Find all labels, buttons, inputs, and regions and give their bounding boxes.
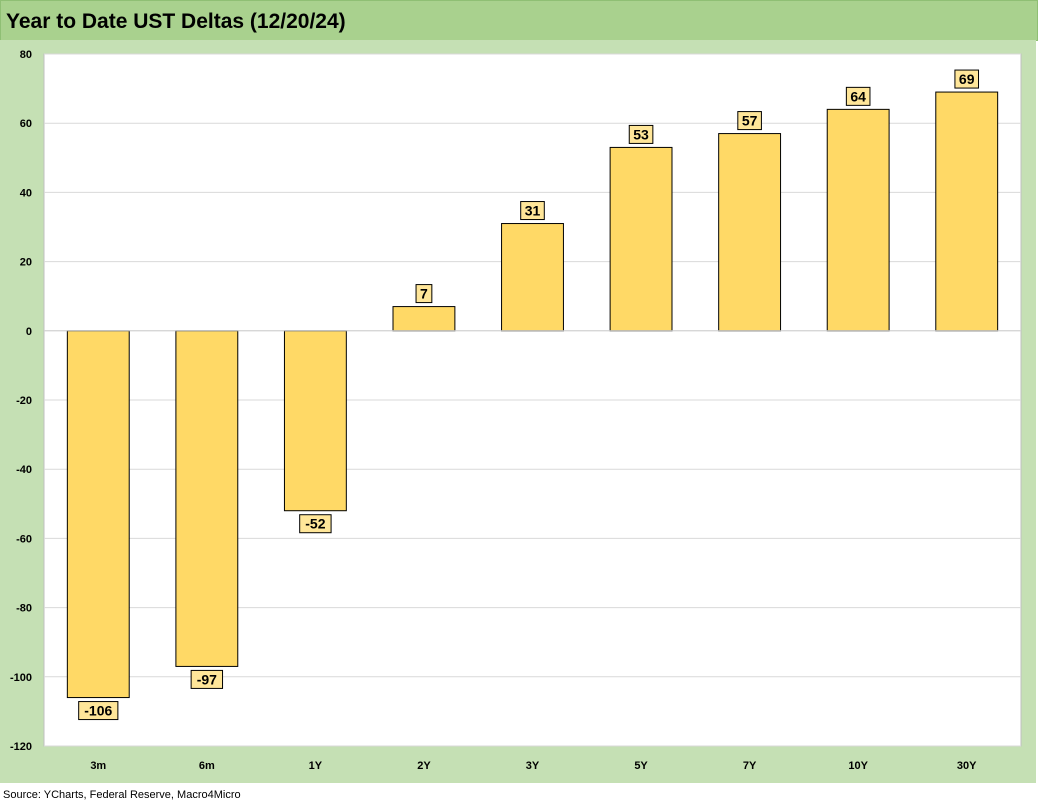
data-label: 53 [633, 126, 649, 142]
bar [935, 91, 999, 332]
data-label: 31 [525, 203, 541, 219]
data-label-box [954, 69, 980, 89]
chart-area: -120 -100 -80 -60 -40 -20 0 20 40 60 80 -106 3m -97 6m… [0, 40, 1036, 783]
y-tick-label: 20 [20, 257, 32, 269]
y-tick-label: -40 [16, 464, 32, 476]
y-tick-label: 0 [26, 326, 32, 338]
x-tick-label: 10Y [848, 760, 868, 772]
y-tick-label: -20 [16, 395, 32, 407]
y-tick-label: 40 [20, 187, 32, 199]
y-tick-label: 60 [20, 118, 32, 130]
source-note: Source: YCharts, Federal Reserve, Macro4… [3, 789, 241, 801]
data-label: -52 [305, 516, 325, 532]
data-label: 64 [850, 88, 866, 104]
data-label-box [628, 124, 654, 144]
data-label: -106 [84, 703, 112, 719]
x-tick-label: 1Y [309, 760, 323, 772]
data-label-box [299, 514, 332, 534]
x-tick-label: 2Y [417, 760, 431, 772]
x-tick-label: 3Y [526, 760, 540, 772]
data-label-box [415, 284, 433, 304]
y-tick-label: -100 [10, 672, 32, 684]
bar [175, 330, 239, 667]
y-tick-label: -60 [16, 533, 32, 545]
title-bar: Year to Date UST Deltas (12/20/24) [0, 0, 1038, 41]
data-label: 7 [420, 286, 428, 302]
data-label-box [845, 86, 871, 106]
x-tick-label: 6m [199, 760, 215, 772]
bar [609, 146, 673, 332]
data-label: 57 [742, 113, 758, 129]
x-tick-label: 7Y [743, 760, 757, 772]
x-tick-label: 3m [90, 760, 106, 772]
data-label-box [737, 111, 762, 131]
data-label: 69 [959, 71, 975, 87]
data-label-box [520, 201, 545, 221]
bar [501, 223, 564, 332]
bar [718, 133, 782, 332]
data-label: -97 [197, 671, 217, 687]
bar [283, 330, 347, 512]
bar-chart: -120 -100 -80 -60 -40 -20 0 20 40 60 80 -106 3m -97 6m… [10, 49, 1022, 772]
data-label-box [190, 669, 224, 689]
y-tick-label: -120 [10, 741, 32, 753]
bar [66, 330, 130, 699]
bar [392, 306, 456, 332]
y-tick-label: 80 [20, 49, 32, 61]
y-tick-label: -80 [16, 603, 32, 615]
data-label-box [78, 701, 119, 721]
bar [826, 108, 890, 332]
chart-title: Year to Date UST Deltas (12/20/24) [6, 10, 346, 33]
x-tick-label: 30Y [957, 760, 977, 772]
x-tick-label: 5Y [634, 760, 648, 772]
